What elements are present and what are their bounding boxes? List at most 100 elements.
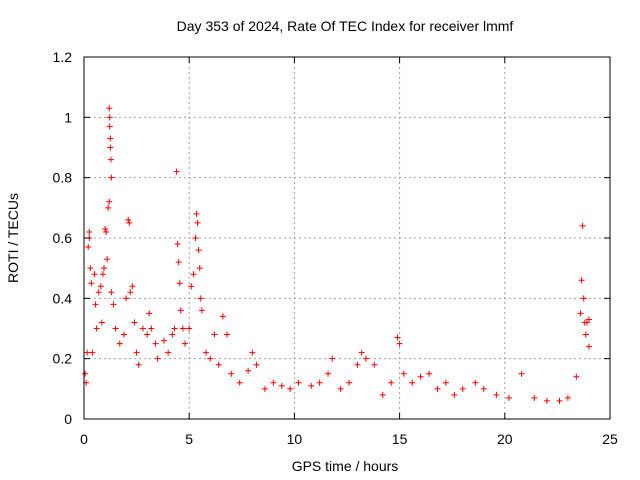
data-point (409, 379, 416, 386)
x-tick-label: 10 (287, 431, 303, 447)
data-point (253, 361, 260, 368)
data-point (388, 379, 395, 386)
y-tick-label: 0.6 (53, 230, 73, 246)
y-tick-label: 0 (64, 411, 72, 427)
y-tick-label: 1.2 (53, 49, 73, 65)
data-point (215, 361, 222, 368)
data-point (188, 283, 195, 290)
data-point (144, 331, 151, 338)
y-tick-label: 0.2 (53, 351, 73, 367)
x-tick-label: 0 (80, 431, 88, 447)
data-point (110, 301, 117, 308)
plot-frame (83, 56, 611, 420)
data-point (107, 156, 114, 163)
data-point (174, 241, 181, 248)
data-point (116, 340, 123, 347)
data-point (126, 219, 133, 226)
data-point (358, 349, 365, 356)
data-point (346, 379, 353, 386)
data-point (577, 310, 584, 317)
data-point (472, 379, 479, 386)
data-point (133, 349, 140, 356)
data-point (131, 319, 138, 326)
data-point (107, 135, 114, 142)
data-point (106, 123, 113, 130)
data-point (531, 394, 538, 401)
data-point (219, 313, 226, 320)
data-point (190, 271, 197, 278)
data-point (112, 325, 119, 332)
data-point (480, 385, 487, 392)
data-point (278, 382, 285, 389)
data-point (104, 256, 111, 263)
data-point (228, 370, 235, 377)
data-point (106, 198, 113, 205)
data-point (582, 331, 589, 338)
data-point (585, 343, 592, 350)
data-point (287, 385, 294, 392)
y-tick-label: 1 (64, 109, 72, 125)
data-point (97, 283, 104, 290)
x-tick-label: 5 (185, 431, 193, 447)
data-point (543, 397, 550, 404)
data-point (400, 370, 407, 377)
data-point (89, 349, 96, 356)
data-point (417, 373, 424, 380)
data-point (203, 349, 210, 356)
data-point (451, 391, 458, 398)
data-point (175, 259, 182, 266)
data-point (177, 307, 184, 314)
data-point (459, 385, 466, 392)
axis-ticks: 0 5 10 15 20 25 0 0.2 0.4 0.6 0.8 1 1.2 (53, 49, 618, 447)
x-tick-label: 20 (497, 431, 513, 447)
data-point (169, 331, 176, 338)
data-point (106, 114, 113, 121)
y-tick-label: 0.4 (53, 290, 73, 306)
data-point (394, 334, 401, 341)
data-point (103, 228, 110, 235)
data-point (362, 355, 369, 362)
data-point (173, 168, 180, 175)
data-point (197, 295, 204, 302)
data-point (207, 355, 214, 362)
data-point (152, 340, 159, 347)
data-point (580, 295, 587, 302)
data-point (176, 280, 183, 287)
data-point (194, 219, 201, 226)
y-tick-label: 0.8 (53, 170, 73, 186)
data-point (396, 340, 403, 347)
x-tick-label: 15 (392, 431, 408, 447)
data-point (308, 382, 315, 389)
data-point (85, 244, 92, 251)
data-point (102, 225, 109, 232)
data-point (192, 235, 199, 241)
data-point (295, 379, 302, 386)
data-point (171, 325, 178, 332)
data-point (108, 174, 115, 181)
data-point (236, 379, 243, 386)
data-point (245, 367, 252, 374)
chart-title: Day 353 of 2024, Rate Of TEC Index for r… (177, 18, 514, 34)
data-point (165, 349, 172, 356)
data-point (86, 228, 93, 235)
data-point (93, 325, 100, 332)
data-point (261, 385, 268, 392)
data-point (99, 271, 106, 278)
data-point (186, 325, 193, 332)
data-point (224, 331, 231, 338)
data-point (506, 394, 513, 401)
grid-lines (84, 57, 610, 419)
data-point (98, 319, 105, 326)
data-point (195, 247, 202, 254)
data-point (583, 319, 590, 326)
data-point (100, 265, 107, 272)
data-point (211, 331, 218, 338)
data-point (84, 349, 91, 356)
data-point (95, 289, 102, 296)
data-point (127, 289, 134, 296)
data-point (354, 361, 361, 368)
data-point (329, 355, 336, 362)
data-point (434, 385, 441, 392)
data-point (105, 204, 112, 211)
data-point (123, 295, 130, 302)
